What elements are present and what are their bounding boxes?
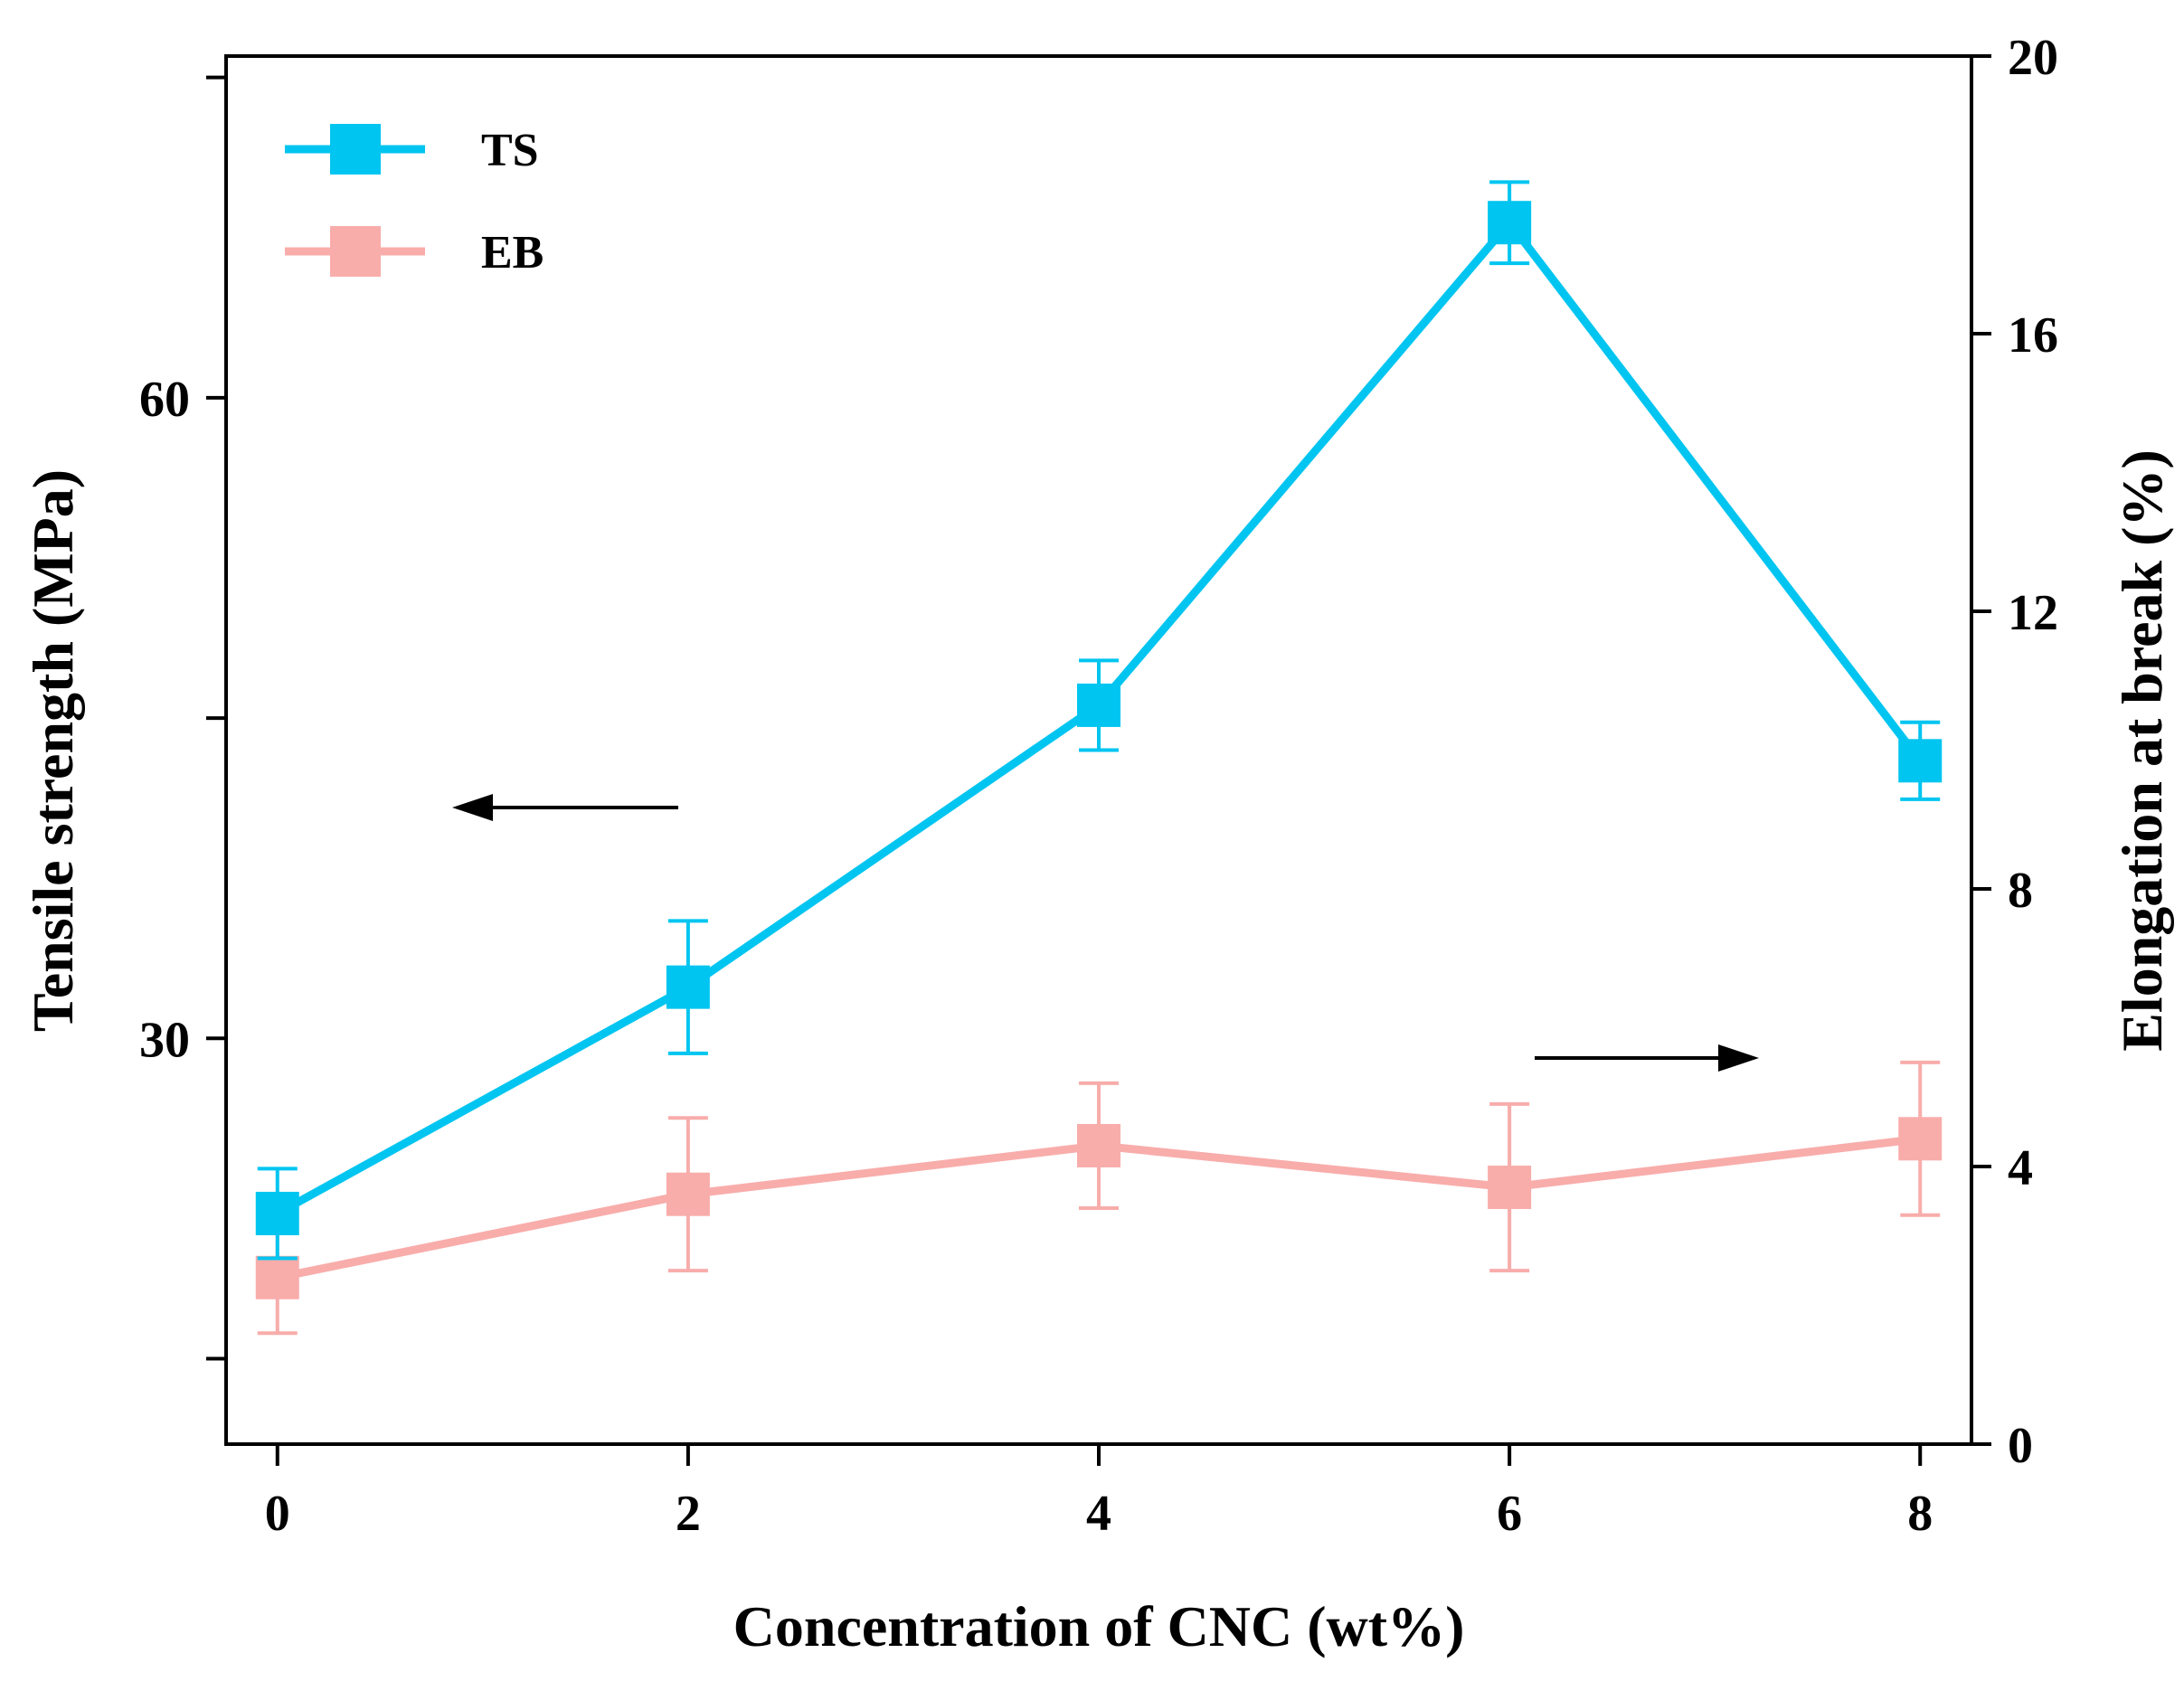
left-tick-label: 30 xyxy=(139,1012,190,1068)
eb-point xyxy=(255,1255,299,1299)
x-tick-label: 8 xyxy=(1907,1486,1933,1542)
eb-point xyxy=(666,1172,710,1216)
right-axis-label: Elongation at break (%) xyxy=(2110,449,2174,1052)
x-tick-label: 2 xyxy=(676,1486,701,1542)
x-tick-label: 4 xyxy=(1086,1486,1111,1542)
series-layer xyxy=(255,180,1943,1336)
series-eb xyxy=(255,1060,1943,1336)
eb-point xyxy=(1077,1123,1120,1167)
x-tick-label: 0 xyxy=(265,1486,290,1542)
left-axis-ticks: 30 60 xyxy=(139,75,226,1361)
eb-point xyxy=(1898,1117,1943,1161)
right-tick-label: 20 xyxy=(2008,30,2058,86)
series-ts xyxy=(255,180,1943,1261)
right-tick-label: 4 xyxy=(2008,1140,2033,1196)
right-tick-label: 16 xyxy=(2008,307,2058,364)
right-tick-label: 0 xyxy=(2008,1418,2033,1474)
right-tick-label: 8 xyxy=(2008,863,2033,919)
right-arrow-head xyxy=(1718,1044,1759,1072)
right-axis-ticks: 0 4 8 12 16 20 xyxy=(1971,30,2058,1474)
ts-point xyxy=(1898,739,1943,783)
x-tick-label: 6 xyxy=(1497,1486,1522,1542)
left-tick-label: 60 xyxy=(139,372,190,428)
x-axis-label: Concentration of CNC (wt%) xyxy=(733,1594,1465,1658)
annotations xyxy=(452,794,1759,1072)
right-tick-label: 12 xyxy=(2008,585,2058,641)
ts-point xyxy=(255,1191,299,1235)
legend-eb-marker xyxy=(330,226,381,277)
left-arrow-head xyxy=(452,794,493,821)
ts-point xyxy=(1488,201,1532,245)
left-axis-label: Tensile strength (MPa) xyxy=(21,469,85,1032)
eb-point xyxy=(1488,1166,1532,1210)
ts-point xyxy=(666,965,710,1009)
x-axis-ticks: 0 2 4 6 8 xyxy=(265,1444,1933,1542)
ts-point xyxy=(1077,683,1120,727)
legend-ts-label: TS xyxy=(481,125,539,176)
legend: TS EB xyxy=(285,124,544,279)
legend-eb-label: EB xyxy=(481,227,544,279)
legend-ts-marker xyxy=(330,124,381,175)
